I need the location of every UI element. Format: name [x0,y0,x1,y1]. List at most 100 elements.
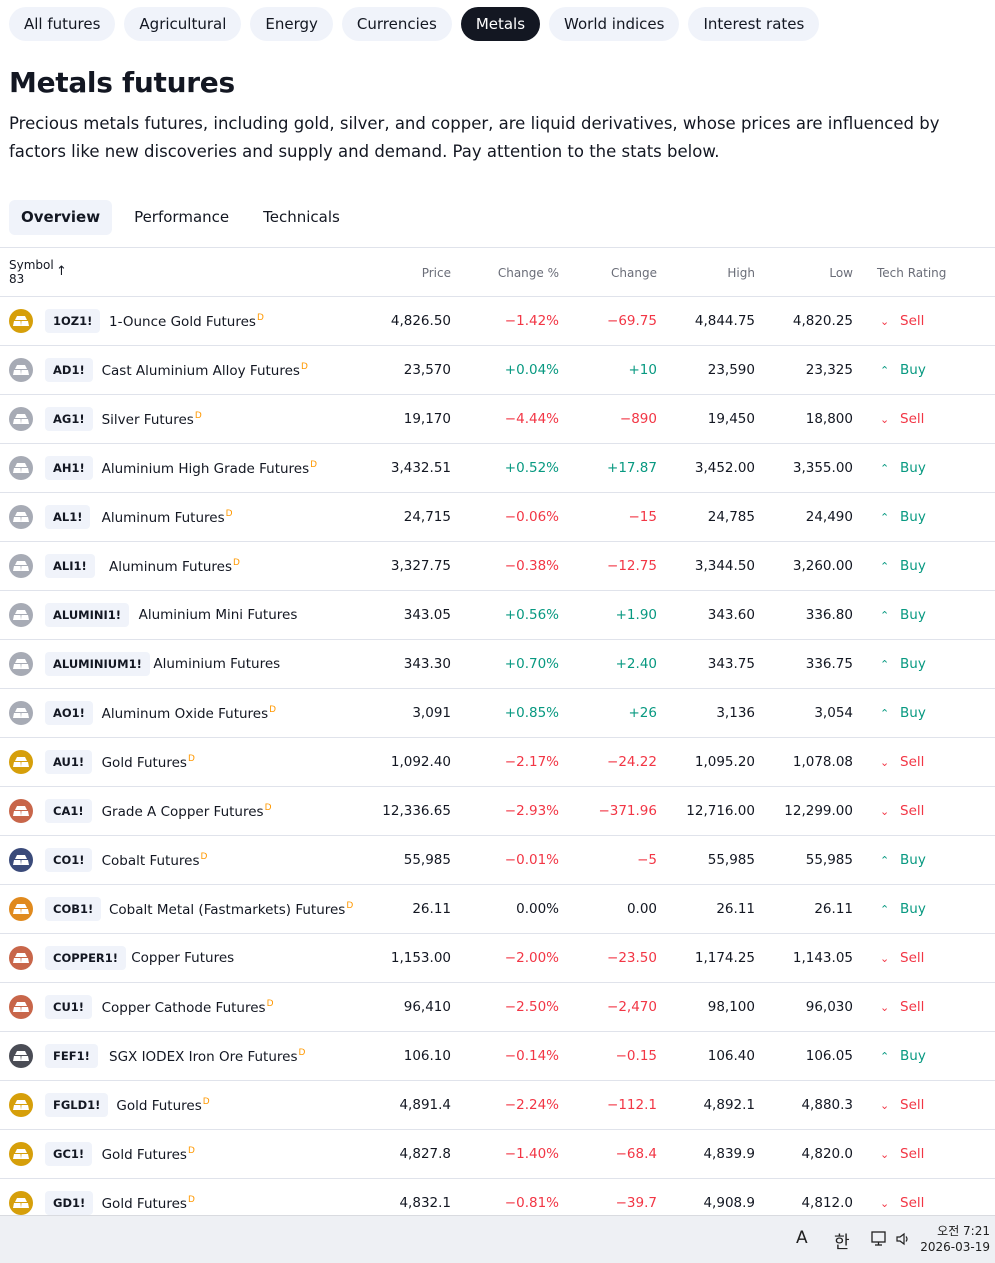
table-row[interactable]: FGLD1! Gold FuturesD 4,891.4 −2.24% −112.1 4,… [0,1081,995,1130]
high-column-header[interactable]: High [727,266,755,280]
table-row[interactable]: AG1! Silver FuturesD 19,170 −4.44% −890 19,45… [0,395,995,444]
category-chip-all-futures[interactable]: All futures [9,7,116,41]
tab-technicals[interactable]: Technicals [263,208,340,226]
ticker-symbol[interactable]: COB1! [45,897,102,921]
category-chip-metals[interactable]: Metals [460,7,541,41]
contract-name[interactable]: Copper Cathode FuturesD [102,999,274,1016]
ticker-symbol[interactable]: ALUMINIUM1! [45,652,150,676]
table-row[interactable]: AD1! Cast Aluminium Alloy FuturesD 23,570 +… [0,346,995,395]
delayed-data-badge[interactable]: D [256,313,264,323]
contract-name[interactable]: Aluminum FuturesD [109,558,240,575]
ticker-symbol[interactable]: AD1! [45,358,93,382]
tech-rating-column-header[interactable]: Tech Rating [877,266,947,280]
volume-icon[interactable] [894,1230,912,1253]
category-chip-world-indices[interactable]: World indices [549,7,680,41]
contract-name[interactable]: Gold FuturesD [116,1097,209,1114]
table-row[interactable]: COB1! Cobalt Metal (Fastmarkets) FuturesD… [0,885,995,934]
table-row[interactable]: GC1! Gold FuturesD 4,827.8 −1.40% −68.4 4,839… [0,1130,995,1179]
delayed-data-badge[interactable]: D [225,509,233,519]
table-row[interactable]: FEF1! SGX IODEX Iron Ore FuturesD 106.10 −0… [0,1032,995,1081]
table-row[interactable]: CU1! Copper Cathode FuturesD 96,410 −2.50% −… [0,983,995,1032]
ticker-symbol[interactable]: CA1! [45,799,92,823]
table-row[interactable]: ALUMINIUM1! Aluminium Futures 343.30 +0.70%… [0,640,995,689]
ticker-symbol[interactable]: CU1! [45,995,93,1019]
contract-name[interactable]: Gold FuturesD [102,754,195,771]
tab-performance[interactable]: Performance [134,208,230,226]
delayed-data-badge[interactable]: D [310,460,318,470]
contract-name[interactable]: Aluminum FuturesD [102,509,233,526]
high-cell: 1,095.20 [694,754,755,770]
delayed-data-badge[interactable]: D [187,1195,195,1205]
delayed-data-badge[interactable]: D [187,754,195,764]
tab-overview[interactable]: Overview [9,200,113,235]
change-percent-column-header[interactable]: Change % [497,266,559,280]
ticker-symbol[interactable]: FEF1! [45,1044,98,1068]
table-row[interactable]: CA1! Grade A Copper FuturesD 12,336.65 −2.9… [0,787,995,836]
contract-name[interactable]: Gold FuturesD [102,1146,195,1163]
table-row[interactable]: ALUMINI1! Aluminium Mini Futures 343.05 +0.… [0,591,995,640]
ticker-symbol[interactable]: ALI1! [45,554,95,578]
category-chip-agricultural[interactable]: Agricultural [124,7,242,41]
change-column-header[interactable]: Change [611,266,657,280]
contract-name[interactable]: SGX IODEX Iron Ore FuturesD [109,1048,305,1065]
contract-name[interactable]: Aluminium High Grade FuturesD [102,460,317,477]
contract-name[interactable]: Copper Futures [131,950,234,966]
ticker-symbol[interactable]: AG1! [45,407,93,431]
delayed-data-badge[interactable]: D [269,705,277,715]
ticker-symbol[interactable]: CO1! [45,848,93,872]
contract-name[interactable]: Aluminium Futures [153,656,280,672]
delayed-data-badge[interactable]: D [264,803,272,813]
network-icon[interactable] [870,1230,888,1253]
ticker-symbol[interactable]: AO1! [45,701,93,725]
contract-name[interactable]: Silver FuturesD [102,411,202,428]
table-row[interactable]: GD1! Gold FuturesD 4,832.1 −0.81% −39.7 4,908… [0,1179,995,1228]
contract-name[interactable]: Aluminium Mini Futures [139,607,298,623]
ticker-symbol[interactable]: 1OZ1! [45,309,101,333]
low-cell: 3,260.00 [792,558,853,574]
delayed-data-badge[interactable]: D [202,1097,210,1107]
sort-ascending-icon[interactable]: ↑ [56,264,67,279]
delayed-data-badge[interactable]: D [298,1048,306,1058]
contract-name[interactable]: Cast Aluminium Alloy FuturesD [102,362,308,379]
table-row[interactable]: AH1! Aluminium High Grade FuturesD 3,432.5… [0,444,995,493]
delayed-data-badge[interactable]: D [233,558,240,568]
category-chip-currencies[interactable]: Currencies [341,7,452,41]
table-row[interactable]: AL1! Aluminum FuturesD 24,715 −0.06% −15 24,7… [0,493,995,542]
contract-name[interactable]: Grade A Copper FuturesD [102,803,272,820]
contract-name-text: Aluminum Futures [101,510,225,526]
table-row[interactable]: COPPER1! Copper Futures 1,153.00 −2.00% −23.… [0,934,995,983]
ime-mode-indicator[interactable]: A [796,1228,808,1248]
contract-name[interactable]: Cobalt FuturesD [102,852,208,869]
ticker-symbol[interactable]: FGLD1! [45,1093,109,1117]
ticker-symbol[interactable]: GC1! [45,1142,93,1166]
ticker-symbol[interactable]: COPPER1! [45,946,127,970]
category-chip-interest-rates[interactable]: Interest rates [688,7,820,41]
contract-name[interactable]: Aluminum Oxide FuturesD [102,705,277,722]
ticker-symbol[interactable]: GD1! [45,1191,94,1215]
ime-language-indicator[interactable]: 한 [834,1233,850,1253]
table-row[interactable]: CO1! Cobalt FuturesD 55,985 −0.01% −5 55,985 5… [0,836,995,885]
system-clock[interactable]: 오전 7:21 2026-03-19 [920,1223,990,1255]
low-column-header[interactable]: Low [829,266,853,280]
table-row[interactable]: ALI1! Aluminum FuturesD 3,327.75 −0.38% −12.… [0,542,995,591]
contract-name[interactable]: 1-Ounce Gold FuturesD [109,313,264,330]
delayed-data-badge[interactable]: D [194,411,202,421]
ticker-symbol[interactable]: AU1! [45,750,93,774]
ticker-symbol[interactable]: ALUMINI1! [45,603,130,627]
table-row[interactable]: AO1! Aluminum Oxide FuturesD 3,091 +0.85% +2… [0,689,995,738]
delayed-data-badge[interactable]: D [346,901,354,911]
delayed-data-badge[interactable]: D [187,1146,195,1156]
high-cell: 4,844.75 [694,313,755,329]
table-row[interactable]: AU1! Gold FuturesD 1,092.40 −2.17% −24.22 1,0… [0,738,995,787]
ticker-symbol[interactable]: AH1! [45,456,93,480]
price-column-header[interactable]: Price [421,266,451,280]
delayed-data-badge[interactable]: D [300,362,308,372]
contract-name[interactable]: Gold FuturesD [102,1195,195,1212]
symbol-column-header[interactable]: Symbol 83 [9,258,54,286]
table-row[interactable]: 1OZ1! 1-Ounce Gold FuturesD 4,826.50 −1.42%… [0,297,995,346]
contract-name[interactable]: Cobalt Metal (Fastmarkets) FuturesD [109,901,353,918]
delayed-data-badge[interactable]: D [266,999,274,1009]
ticker-symbol[interactable]: AL1! [45,505,91,529]
delayed-data-badge[interactable]: D [200,852,208,862]
category-chip-energy[interactable]: Energy [250,7,333,41]
